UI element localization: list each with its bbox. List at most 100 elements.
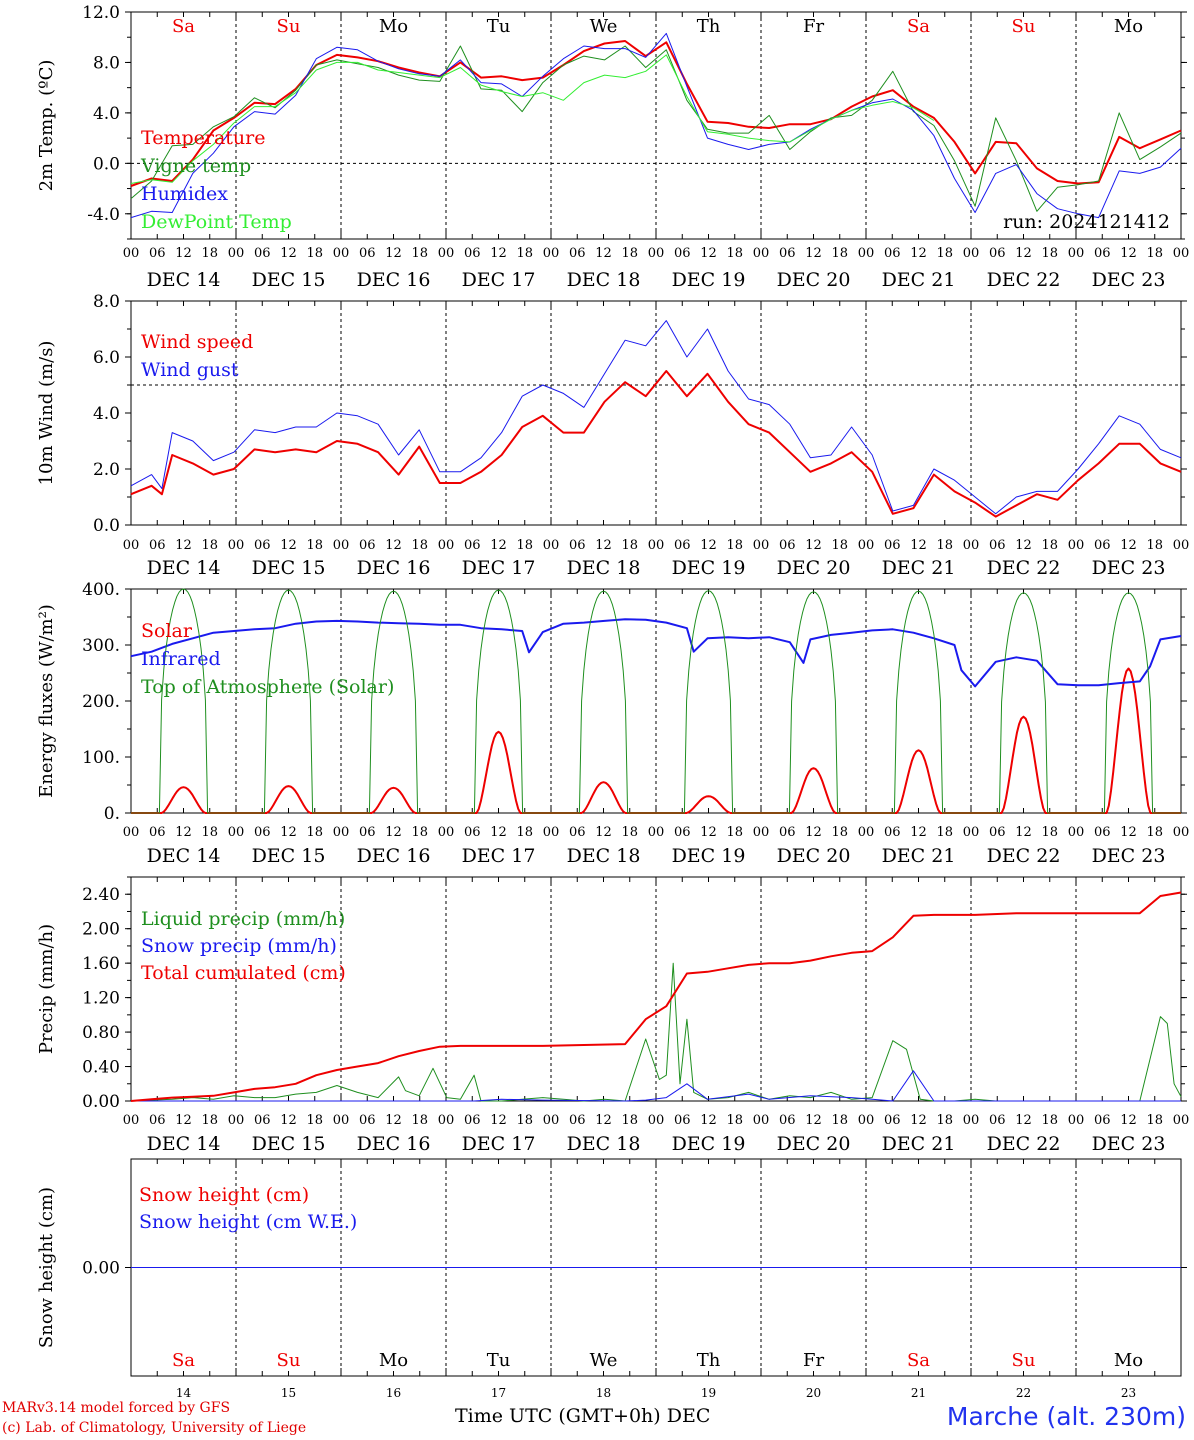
- y-tick-label: 2.0: [93, 460, 120, 480]
- y-tick-label: 0.: [104, 804, 120, 824]
- day-abbr-top: Th: [697, 16, 721, 37]
- x-hour-label: 00: [543, 538, 560, 553]
- x-hour-label: 06: [254, 825, 271, 840]
- legend-item: Snow height (cm W.E.): [139, 1211, 357, 1233]
- day-number: 14: [176, 1386, 192, 1400]
- y-tick-label: 0.40: [82, 1058, 120, 1078]
- x-hour-label: 18: [621, 538, 638, 553]
- day-abbr-top: Mo: [379, 16, 408, 37]
- x-hour-label: 00: [1173, 1113, 1190, 1128]
- x-hour-label: 18: [936, 825, 953, 840]
- x-hour-label: 12: [1120, 825, 1137, 840]
- x-hour-label: 12: [385, 1113, 402, 1128]
- series-line-top-of-atmosphere-solar-: [131, 588, 1181, 814]
- day-abbr-top: Su: [1012, 16, 1036, 37]
- x-hour-label: 06: [1094, 538, 1111, 553]
- x-hour-label: 18: [411, 1113, 428, 1128]
- day-abbr-top: Mo: [1114, 16, 1143, 37]
- x-hour-label: 18: [936, 538, 953, 553]
- y-axis-label: 2m Temp. (ºC): [36, 60, 57, 192]
- lab-credit: (c) Lab. of Climatology, University of L…: [2, 1420, 307, 1436]
- day-abbr-top: We: [590, 16, 618, 37]
- x-date-label: DEC 15: [252, 1133, 326, 1155]
- x-date-label: DEC 19: [672, 845, 746, 867]
- x-date-label: DEC 22: [987, 1133, 1061, 1155]
- y-tick-label: -4.0: [87, 205, 120, 225]
- x-hour-label: 12: [280, 825, 297, 840]
- x-hour-label: 00: [123, 1113, 140, 1128]
- y-axis-label: Snow height (cm): [36, 1187, 57, 1348]
- x-date-label: DEC 17: [462, 845, 536, 867]
- x-hour-label: 06: [989, 825, 1006, 840]
- x-hour-label: 06: [989, 538, 1006, 553]
- x-hour-label: 18: [831, 1113, 848, 1128]
- x-hour-label: 18: [201, 1113, 218, 1128]
- x-hour-label: 00: [963, 246, 980, 261]
- x-hour-label: 06: [254, 246, 271, 261]
- x-hour-label: 18: [201, 825, 218, 840]
- x-hour-label: 12: [1120, 1113, 1137, 1128]
- y-tick-label: 0.80: [82, 1023, 120, 1043]
- x-hour-label: 18: [411, 246, 428, 261]
- y-tick-label: 2.00: [82, 920, 120, 940]
- x-hour-label: 06: [254, 1113, 271, 1128]
- x-date-label: DEC 21: [882, 1133, 956, 1155]
- x-hour-label: 00: [123, 825, 140, 840]
- x-hour-label: 12: [280, 246, 297, 261]
- x-hour-label: 00: [228, 246, 245, 261]
- day-abbr-bottom: Sa: [172, 1350, 195, 1371]
- x-date-label: DEC 19: [672, 557, 746, 579]
- x-hour-label: 00: [1068, 825, 1085, 840]
- x-hour-label: 06: [464, 825, 481, 840]
- day-number: 23: [1121, 1386, 1136, 1400]
- series-line-snow-precip-mm-h-: [131, 1070, 1181, 1102]
- x-hour-label: 18: [1041, 825, 1058, 840]
- x-date-label: DEC 22: [987, 557, 1061, 579]
- x-hour-label: 12: [700, 538, 717, 553]
- x-hour-label: 06: [989, 1113, 1006, 1128]
- day-abbr-bottom: Su: [277, 1350, 301, 1371]
- x-hour-label: 00: [963, 538, 980, 553]
- x-date-label: DEC 16: [357, 557, 431, 579]
- x-hour-label: 12: [1015, 538, 1032, 553]
- x-hour-label: 18: [306, 246, 323, 261]
- run-label: run: 2024121412: [1003, 211, 1170, 233]
- x-hour-label: 12: [1120, 538, 1137, 553]
- x-hour-label: 12: [595, 825, 612, 840]
- x-hour-label: 00: [543, 246, 560, 261]
- x-hour-label: 18: [306, 1113, 323, 1128]
- x-hour-label: 00: [1068, 1113, 1085, 1128]
- x-hour-label: 18: [621, 825, 638, 840]
- panel-1: 12.0 8.0 4.0 0.0 -4.0 2m Temp. (ºC) Temperatur…: [36, 3, 1189, 291]
- legend-item: Wind speed: [141, 331, 253, 353]
- x-hour-label: 00: [543, 825, 560, 840]
- x-hour-label: 00: [123, 538, 140, 553]
- x-hour-label: 18: [201, 246, 218, 261]
- x-hour-label: 12: [175, 1113, 192, 1128]
- x-date-label: DEC 21: [882, 269, 956, 291]
- x-hour-label: 18: [726, 538, 743, 553]
- x-hour-label: 06: [674, 538, 691, 553]
- x-hour-label: 18: [726, 246, 743, 261]
- panel-4: 2.40 2.00 1.60 1.20 0.80 0.40 0.00 Precip (mm/h…: [36, 876, 1190, 1155]
- x-hour-label: 00: [1173, 825, 1190, 840]
- x-date-label: DEC 18: [567, 269, 641, 291]
- y-tick-label: 8.0: [93, 292, 120, 312]
- series-line-infrared: [130, 618, 1182, 688]
- day-abbr-bottom: Mo: [379, 1350, 408, 1371]
- y-tick-label: 200.: [82, 692, 120, 712]
- day-number: 20: [806, 1386, 821, 1400]
- day-abbr-bottom: Fr: [803, 1350, 824, 1371]
- x-hour-label: 18: [516, 538, 533, 553]
- x-date-label: DEC 21: [882, 845, 956, 867]
- day-number: 16: [386, 1386, 401, 1400]
- x-hour-label: 12: [595, 538, 612, 553]
- x-hour-label: 06: [674, 246, 691, 261]
- x-hour-label: 12: [805, 538, 822, 553]
- x-date-label: DEC 23: [1092, 269, 1166, 291]
- day-abbr-bottom: Mo: [1114, 1350, 1143, 1371]
- x-hour-label: 00: [228, 825, 245, 840]
- y-tick-label: 4.0: [93, 404, 120, 424]
- x-hour-label: 18: [1041, 1113, 1058, 1128]
- series-line-humidex: [130, 32, 1182, 219]
